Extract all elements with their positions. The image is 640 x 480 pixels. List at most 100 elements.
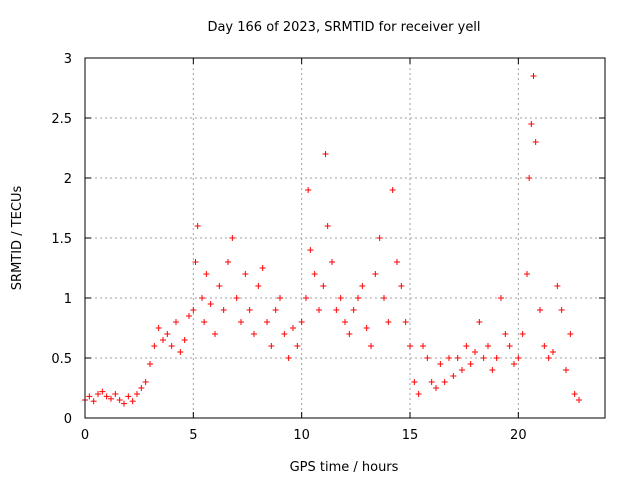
data-point: [281, 331, 288, 337]
data-point: [463, 343, 470, 349]
points-layer: [82, 73, 582, 407]
data-point: [160, 337, 166, 343]
data-point: [368, 343, 374, 349]
x-tick-label: 20: [510, 428, 527, 443]
data-point: [415, 391, 422, 397]
data-point: [428, 379, 435, 385]
data-point: [454, 355, 461, 361]
data-point: [298, 319, 305, 325]
data-point: [151, 343, 158, 349]
data-point: [251, 331, 257, 337]
data-point: [242, 271, 249, 277]
data-point: [129, 398, 136, 405]
data-point: [342, 319, 348, 325]
data-point: [506, 343, 513, 349]
y-tick-label: 1.5: [51, 232, 72, 247]
chart-title: Day 166 of 2023, SRMTID for receiver yel…: [207, 20, 480, 35]
data-point: [550, 349, 556, 355]
data-point: [329, 259, 335, 265]
data-point: [103, 393, 110, 400]
ticks-layer: 0 5 10 15 20 0 0.5 1 1.5 2 2.5 3: [51, 52, 605, 443]
data-point: [459, 367, 465, 373]
data-point: [194, 223, 201, 229]
x-tick-label: 5: [189, 428, 197, 443]
data-point: [186, 313, 192, 319]
data-point: [524, 271, 530, 277]
data-point: [526, 175, 533, 181]
data-point: [337, 295, 344, 301]
data-point: [571, 391, 578, 397]
data-point: [558, 307, 565, 313]
data-point: [450, 373, 457, 379]
data-point: [381, 295, 387, 301]
data-point: [168, 343, 175, 349]
data-point: [116, 397, 123, 403]
data-point: [532, 139, 539, 145]
data-point: [502, 331, 509, 337]
data-point: [90, 398, 97, 405]
data-point: [541, 343, 548, 349]
data-point: [545, 355, 552, 361]
data-point: [199, 295, 205, 301]
data-point: [424, 355, 431, 361]
data-point: [290, 325, 296, 331]
y-tick-label: 3: [64, 52, 72, 67]
data-point: [112, 391, 119, 397]
data-point: [285, 355, 292, 361]
data-point: [320, 283, 327, 289]
x-tick-label: 15: [402, 428, 419, 443]
data-point: [207, 301, 214, 307]
data-point: [147, 361, 153, 367]
data-point: [519, 331, 526, 337]
data-point: [567, 331, 574, 337]
data-point: [216, 283, 223, 289]
data-point: [233, 295, 240, 301]
data-point: [563, 367, 569, 373]
x-axis-label: GPS time / hours: [290, 460, 399, 475]
data-point: [164, 331, 171, 337]
data-point: [372, 271, 379, 277]
data-point: [446, 355, 452, 361]
data-point: [350, 307, 357, 313]
grid-layer: [85, 58, 605, 418]
data-point: [272, 307, 279, 313]
data-point: [493, 355, 500, 361]
data-point: [225, 259, 231, 265]
data-point: [376, 235, 383, 241]
y-tick-label: 1: [64, 292, 72, 307]
data-point: [177, 349, 184, 355]
data-point: [108, 395, 114, 402]
data-point: [333, 307, 340, 313]
data-point: [99, 388, 106, 395]
data-point: [537, 307, 543, 313]
data-point: [385, 319, 392, 325]
data-point: [246, 307, 253, 313]
data-point: [346, 331, 353, 337]
data-point: [402, 319, 409, 325]
data-point: [511, 361, 517, 367]
data-point: [398, 283, 405, 289]
data-point: [407, 343, 413, 349]
data-point: [190, 307, 197, 313]
x-tick-label: 0: [81, 428, 89, 443]
data-point: [277, 295, 283, 301]
data-point: [485, 343, 491, 349]
data-point: [498, 295, 504, 301]
data-point: [576, 397, 582, 403]
data-point: [238, 319, 244, 325]
data-point: [294, 343, 301, 349]
data-point: [433, 385, 439, 391]
data-point: [305, 187, 312, 193]
data-point: [480, 355, 487, 361]
data-point: [142, 379, 149, 385]
data-point: [322, 151, 329, 157]
data-point: [212, 331, 218, 337]
data-point: [192, 259, 199, 265]
data-point: [324, 223, 331, 229]
data-point: [528, 121, 535, 127]
data-point: [530, 73, 537, 79]
data-point: [95, 391, 101, 397]
y-tick-label: 0: [64, 412, 72, 427]
